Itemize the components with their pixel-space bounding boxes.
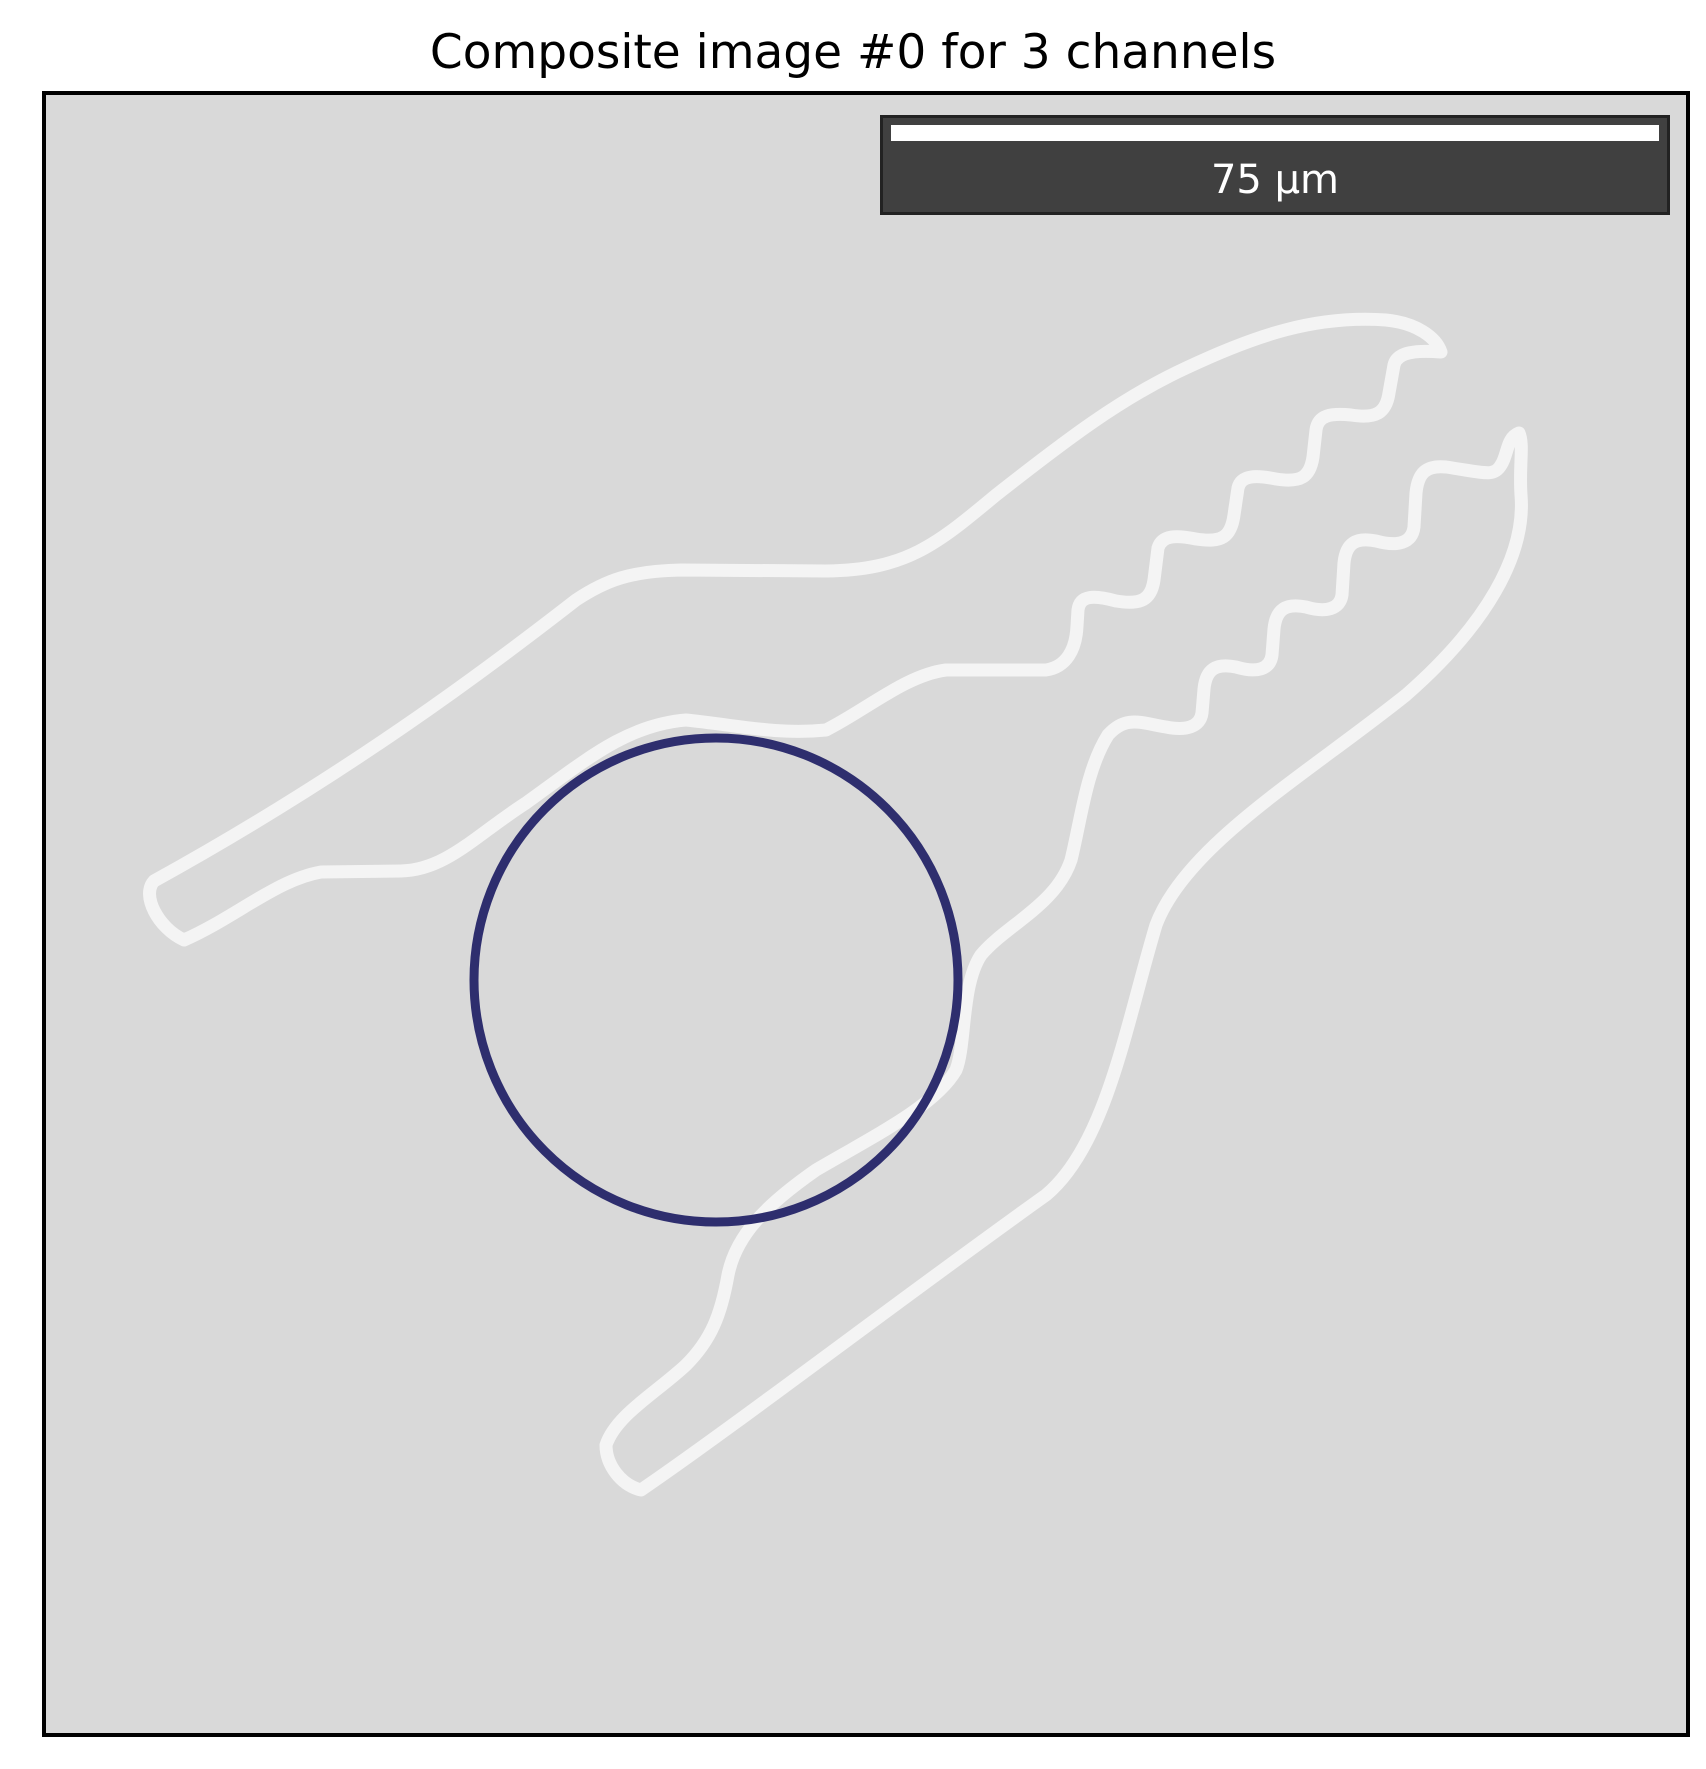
image-background bbox=[46, 95, 1686, 1733]
scale-bar-line bbox=[891, 125, 1659, 141]
scale-bar: 75 µm bbox=[880, 115, 1670, 215]
nucleus-outline bbox=[469, 733, 963, 1227]
cell-outline-lower-branch bbox=[599, 426, 1528, 1497]
cell-outline bbox=[143, 312, 1448, 947]
image-frame: 75 µm bbox=[42, 91, 1690, 1737]
figure-title: Composite image #0 for 3 channels bbox=[429, 25, 1277, 80]
scale-bar-label: 75 µm bbox=[1210, 157, 1340, 203]
composite-image bbox=[46, 95, 1686, 1733]
